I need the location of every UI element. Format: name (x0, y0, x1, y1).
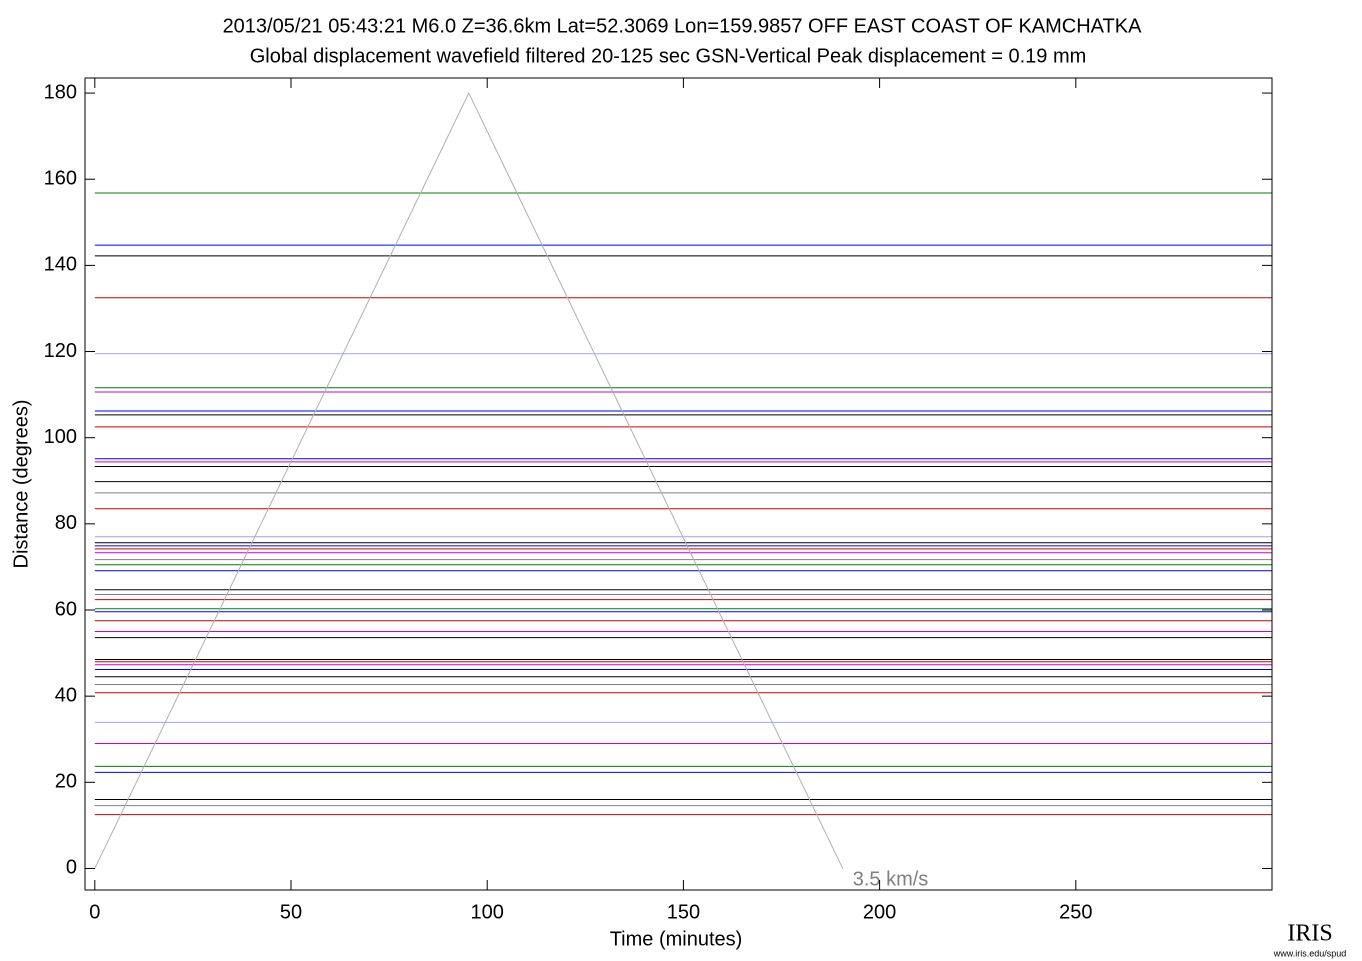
y-tick-label: 40 (55, 684, 77, 706)
x-tick-label: 150 (667, 901, 700, 923)
velocity-label: 3.5 km/s (853, 868, 929, 890)
y-tick-label: 120 (44, 340, 77, 362)
x-tick-label: 50 (280, 901, 302, 923)
logo-url: www.iris.edu/spud (1273, 948, 1347, 958)
y-tick-label: 20 (55, 771, 77, 793)
velocity-line (94, 91, 844, 869)
y-tick-label: 80 (55, 512, 77, 534)
x-tick-label: 100 (471, 901, 504, 923)
x-axis-label: Time (minutes) (610, 928, 743, 950)
x-tick-label: 250 (1059, 901, 1092, 923)
chart-title: 2013/05/21 05:43:21 M6.0 Z=36.6km Lat=52… (223, 15, 1143, 37)
y-tick-label: 160 (44, 168, 77, 190)
y-axis-label: Distance (degrees) (10, 400, 32, 569)
y-tick-label: 140 (44, 254, 77, 276)
y-tick-label: 180 (44, 81, 77, 103)
plot-frame (84, 77, 1273, 891)
y-tick-label: 0 (66, 857, 77, 879)
y-tick-label: 60 (55, 598, 77, 620)
logo: IRIS (1287, 921, 1332, 947)
chart-subtitle: Global displacement wavefield filtered 2… (250, 45, 1087, 67)
x-tick-label: 0 (89, 901, 100, 923)
x-tick-label: 200 (863, 901, 896, 923)
y-tick-label: 100 (44, 426, 77, 448)
